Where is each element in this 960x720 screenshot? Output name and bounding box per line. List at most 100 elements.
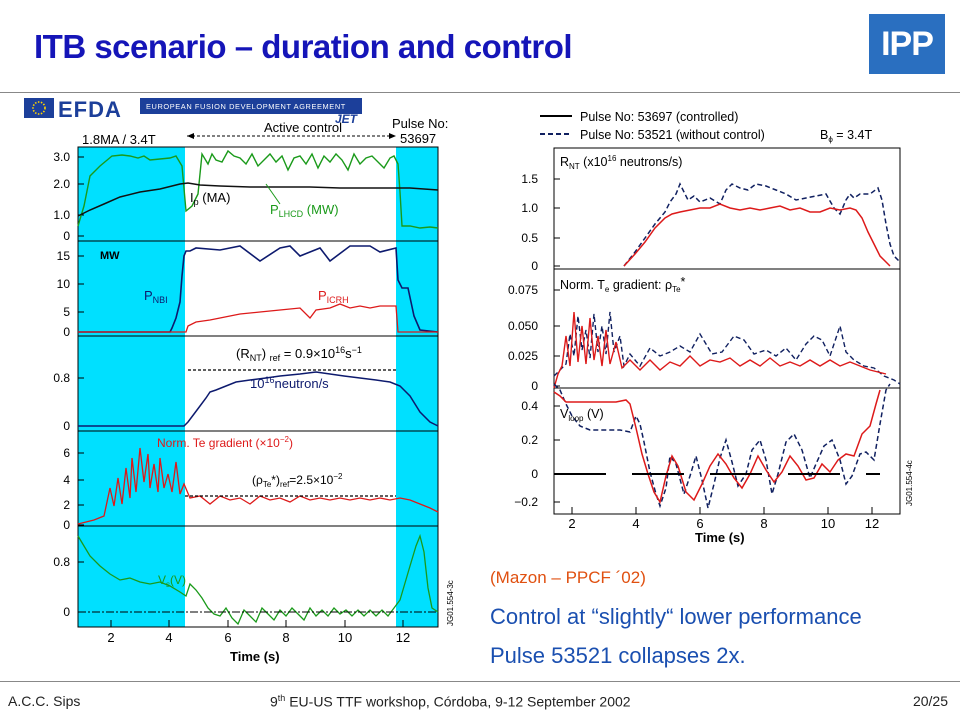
rnt-controlled-trace bbox=[623, 203, 891, 267]
rnt-trace bbox=[78, 371, 439, 427]
footer-workshop-sup: th bbox=[277, 693, 286, 703]
left-x-ticks: 2 4 6 8 10 12 bbox=[107, 620, 410, 645]
vloop-panel-label: Vloop (V) bbox=[560, 407, 604, 423]
right-y-tick-label: 0.2 bbox=[521, 433, 538, 447]
left-side-label: JG01.554-3c bbox=[446, 580, 455, 626]
right-x-tick-label: 12 bbox=[865, 516, 879, 531]
right-xlabel: Time (s) bbox=[695, 530, 745, 545]
left-panel-frame bbox=[77, 525, 439, 628]
header-divider bbox=[0, 92, 960, 93]
efda-subtitle: EUROPEAN FUSION DEVELOPMENT AGREEMENT bbox=[146, 102, 346, 111]
footer-workshop: 9th EU-US TTF workshop, Córdoba, 9-12 Se… bbox=[270, 693, 631, 710]
footer-divider bbox=[0, 681, 960, 682]
left-y-tick-label: 0 bbox=[63, 518, 70, 532]
right-figure: Pulse No: 53697 (controlled) Pulse No: 5… bbox=[508, 110, 914, 545]
right-panel-frame bbox=[553, 387, 901, 515]
legend-item-uncontrolled: Pulse No: 53521 (without control) bbox=[580, 128, 765, 142]
right-side-label: JG01.554-4c bbox=[905, 460, 914, 506]
plhcd-pointer bbox=[265, 183, 281, 205]
note-collapse: Pulse 53521 collapses 2x. bbox=[490, 643, 746, 668]
right-y-tick-label: 0.075 bbox=[508, 283, 538, 297]
left-x-tick-label: 12 bbox=[396, 630, 410, 645]
citation: (Mazon – PPCF ´02) bbox=[490, 568, 646, 587]
right-y-tick-label: 0.5 bbox=[521, 231, 538, 245]
left-y-tick-label: 0.8 bbox=[53, 371, 70, 385]
footer-workshop-num: 9 bbox=[270, 693, 278, 710]
efda-text: EFDA bbox=[58, 97, 122, 122]
left-y-tick-label: 2 bbox=[63, 498, 70, 512]
left-y-tick-label: 15 bbox=[57, 249, 71, 263]
right-y-tick-label: 0 bbox=[531, 379, 538, 393]
right-x-tick-label: 4 bbox=[632, 516, 639, 531]
vs-trace bbox=[77, 533, 439, 626]
te-gradient-label: Norm. Te gradient (×10−2) bbox=[157, 435, 293, 450]
right-x-ticks: 2 4 6 8 10 12 bbox=[568, 507, 879, 531]
left-y-tick-label: 0.8 bbox=[53, 555, 70, 569]
left-panels: 3.0 2.0 1.0 0 15 10 5 0 0.8 0 6 4 2 0 0.8 0 bbox=[53, 146, 439, 628]
left-y-tick-label: 10 bbox=[57, 277, 71, 291]
left-xlabel: Time (s) bbox=[230, 649, 280, 664]
picrh-trace bbox=[78, 303, 438, 333]
jet-logo: JET bbox=[335, 112, 359, 126]
plhcd-trace bbox=[77, 149, 439, 229]
slide-title: ITB scenario – duration and control bbox=[34, 28, 573, 65]
left-y-tick-label: 0 bbox=[63, 605, 70, 619]
right-x-tick-label: 8 bbox=[760, 516, 767, 531]
right-y-tick-label: 0.025 bbox=[508, 349, 538, 363]
arrow-right-icon bbox=[389, 133, 396, 139]
te-gradient-trace bbox=[77, 447, 439, 525]
mw-label: MW bbox=[100, 250, 120, 262]
ip-trace bbox=[77, 182, 439, 217]
header-left: 1.8MA / 3.4T bbox=[82, 132, 156, 147]
left-y-tick-label: 6 bbox=[63, 446, 70, 460]
ipp-logo: IPP bbox=[869, 14, 945, 74]
shade-ramp-down bbox=[396, 147, 438, 627]
right-y-tick-label: 0.050 bbox=[508, 319, 538, 333]
picrh-label: PICRH bbox=[318, 288, 349, 305]
rnt-panel-label: RNT (x1016 neutrons/s) bbox=[560, 154, 682, 171]
right-y-tick-label: 1.0 bbox=[521, 201, 538, 215]
left-y-tick-label: 0 bbox=[63, 229, 70, 243]
shade-ramp bbox=[78, 147, 185, 627]
legend-item-controlled: Pulse No: 53697 (controlled) bbox=[580, 110, 738, 124]
right-y-tick-label: 0 bbox=[531, 467, 538, 481]
legend: Pulse No: 53697 (controlled) Pulse No: 5… bbox=[540, 110, 872, 144]
left-y-tick-label: 5 bbox=[63, 305, 70, 319]
efda-banner: EFDA EUROPEAN FUSION DEVELOPMENT AGREEME… bbox=[24, 97, 362, 126]
rnt-ref-label: (RNT) ref = 0.9×1016s−1 bbox=[236, 345, 362, 363]
footer-workshop-text: EU-US TTF workshop, Córdoba, 9-12 Septem… bbox=[285, 693, 631, 710]
left-y-tick-label: 0 bbox=[63, 419, 70, 433]
te-panel-label: Norm. Te gradient: ρTe* bbox=[560, 275, 686, 294]
pnbi-trace bbox=[78, 245, 439, 333]
left-y-tick-label: 1.0 bbox=[53, 208, 70, 222]
vs-label: Vs(V) bbox=[158, 573, 186, 589]
right-y-tick-label: 0 bbox=[531, 259, 538, 273]
left-x-tick-label: 8 bbox=[282, 630, 289, 645]
eu-star-ring-icon bbox=[32, 101, 46, 115]
footer-author: A.C.C. Sips bbox=[8, 693, 81, 709]
right-x-tick-label: 10 bbox=[821, 516, 835, 531]
rnt-uncontrolled-trace bbox=[623, 182, 901, 267]
left-x-tick-label: 4 bbox=[165, 630, 172, 645]
plhcd-label: PLHCD (MW) bbox=[270, 202, 339, 219]
pulse-no: 53697 bbox=[400, 131, 436, 146]
left-y-tick-label: 0 bbox=[63, 325, 70, 339]
pnbi-label: PNBI bbox=[144, 288, 168, 305]
arrow-left-icon bbox=[187, 133, 194, 139]
active-control-label: Active control bbox=[264, 120, 342, 135]
right-panels: 1.5 1.0 0.5 0 0.075 0.050 0.025 0 0.4 0.2 0 −0.2 bbox=[508, 147, 901, 515]
right-x-tick-label: 2 bbox=[568, 516, 575, 531]
left-y-tick-label: 4 bbox=[63, 473, 70, 487]
left-y-tick-label: 3.0 bbox=[53, 150, 70, 164]
eu-flag-icon bbox=[24, 98, 54, 118]
note-control: Control at “slightly“ lower performance bbox=[490, 604, 862, 629]
vloop-controlled-trace bbox=[553, 389, 881, 504]
rho-ref-label: (ρTe*)ref=2.5×10−2 bbox=[252, 472, 343, 489]
left-y-tick-label: 2.0 bbox=[53, 177, 70, 191]
left-figure: EFDA EUROPEAN FUSION DEVELOPMENT AGREEME… bbox=[24, 97, 455, 664]
pulse-no-label: Pulse No: bbox=[392, 116, 448, 131]
right-y-tick-label: −0.2 bbox=[514, 495, 538, 509]
vloop-uncontrolled-trace bbox=[553, 383, 891, 509]
right-x-tick-label: 6 bbox=[696, 516, 703, 531]
right-y-tick-label: 1.5 bbox=[521, 172, 538, 186]
